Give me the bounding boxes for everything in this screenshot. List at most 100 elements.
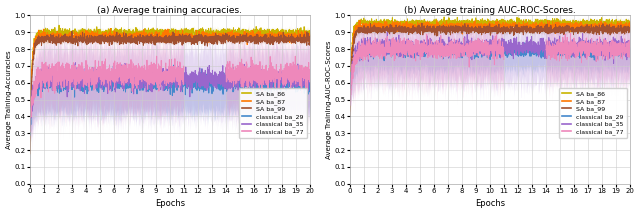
SA ba_87	[163, 34, 170, 37]
SA ba_99	[247, 39, 255, 41]
classical ba_35	[26, 120, 33, 122]
SA ba_99	[626, 28, 634, 31]
Line: SA ba_86: SA ba_86	[29, 25, 310, 141]
classical ba_35	[247, 79, 255, 82]
classical ba_35	[306, 79, 314, 82]
classical ba_29	[163, 77, 170, 80]
classical ba_29	[26, 132, 33, 134]
SA ba_87	[298, 38, 306, 40]
classical ba_29	[346, 89, 353, 91]
SA ba_87	[106, 27, 114, 30]
Y-axis label: Average Training-AUC-ROC-Scores: Average Training-AUC-ROC-Scores	[326, 40, 332, 159]
Line: classical ba_35: classical ba_35	[29, 63, 310, 121]
Y-axis label: Average Training-Accuracies: Average Training-Accuracies	[6, 50, 12, 149]
classical ba_35	[72, 61, 79, 64]
SA ba_87	[483, 27, 490, 29]
SA ba_86	[155, 30, 163, 32]
SA ba_99	[567, 27, 575, 30]
SA ba_87	[626, 26, 634, 28]
SA ba_86	[567, 22, 575, 25]
SA ba_87	[298, 33, 306, 36]
SA ba_99	[360, 24, 368, 27]
classical ba_35	[360, 40, 368, 42]
classical ba_77	[162, 71, 170, 74]
SA ba_99	[40, 42, 48, 44]
SA ba_87	[40, 33, 48, 36]
SA ba_86	[360, 19, 368, 21]
Legend: SA ba_86, SA ba_87, SA ba_99, classical ba_29, classical ba_35, classical ba_77: SA ba_86, SA ba_87, SA ba_99, classical …	[559, 88, 627, 138]
classical ba_77	[346, 94, 353, 97]
classical ba_29	[155, 81, 163, 83]
classical ba_35	[298, 86, 306, 88]
Line: classical ba_77: classical ba_77	[29, 56, 310, 132]
classical ba_35	[567, 46, 575, 49]
SA ba_86	[483, 24, 490, 26]
SA ba_86	[306, 33, 314, 36]
classical ba_35	[626, 49, 634, 52]
classical ba_29	[306, 85, 314, 87]
SA ba_86	[40, 33, 48, 35]
classical ba_77	[247, 71, 255, 74]
SA ba_99	[306, 38, 314, 40]
SA ba_87	[356, 19, 364, 21]
Title: (b) Average training AUC-ROC-Scores.: (b) Average training AUC-ROC-Scores.	[404, 6, 576, 15]
classical ba_35	[155, 80, 163, 83]
classical ba_77	[618, 46, 626, 48]
classical ba_35	[483, 38, 490, 41]
SA ba_86	[26, 139, 33, 142]
Line: SA ba_87: SA ba_87	[29, 28, 310, 154]
Line: classical ba_77: classical ba_77	[349, 33, 630, 106]
SA ba_99	[68, 30, 76, 33]
SA ba_86	[440, 16, 448, 18]
SA ba_99	[618, 26, 626, 29]
SA ba_99	[298, 37, 306, 40]
classical ba_35	[163, 73, 170, 76]
classical ba_29	[298, 80, 306, 82]
SA ba_87	[618, 28, 626, 30]
SA ba_86	[298, 31, 306, 34]
SA ba_86	[298, 33, 306, 35]
SA ba_87	[360, 30, 368, 33]
SA ba_99	[298, 36, 306, 39]
classical ba_77	[40, 82, 48, 85]
classical ba_29	[475, 46, 483, 49]
Line: SA ba_86: SA ba_86	[349, 17, 630, 108]
classical ba_35	[346, 89, 353, 92]
classical ba_77	[567, 32, 575, 35]
SA ba_86	[618, 23, 626, 25]
SA ba_87	[346, 110, 353, 113]
classical ba_35	[383, 31, 391, 34]
classical ba_77	[360, 50, 368, 52]
classical ba_29	[40, 85, 48, 88]
X-axis label: Epochs: Epochs	[475, 199, 505, 208]
SA ba_99	[26, 152, 33, 155]
classical ba_77	[475, 50, 483, 52]
SA ba_99	[346, 114, 353, 117]
classical ba_29	[482, 49, 490, 51]
Line: classical ba_35: classical ba_35	[349, 32, 630, 93]
SA ba_86	[626, 20, 634, 23]
classical ba_35	[40, 70, 48, 73]
SA ba_87	[155, 37, 163, 40]
classical ba_29	[360, 52, 368, 54]
Line: SA ba_87: SA ba_87	[349, 20, 630, 111]
classical ba_77	[618, 48, 626, 50]
classical ba_77	[298, 68, 306, 71]
SA ba_99	[155, 36, 163, 39]
Line: classical ba_29: classical ba_29	[29, 65, 310, 136]
classical ba_29	[566, 54, 574, 56]
SA ba_87	[26, 153, 33, 155]
classical ba_29	[26, 134, 34, 137]
classical ba_35	[618, 41, 626, 44]
SA ba_86	[55, 24, 63, 27]
classical ba_77	[298, 64, 306, 67]
classical ba_29	[298, 85, 306, 87]
SA ba_99	[483, 27, 490, 30]
classical ba_29	[247, 91, 255, 94]
SA ba_86	[618, 21, 626, 24]
classical ba_29	[618, 46, 626, 49]
classical ba_29	[618, 50, 626, 52]
SA ba_87	[306, 37, 314, 40]
classical ba_35	[475, 39, 483, 42]
SA ba_99	[475, 32, 483, 35]
